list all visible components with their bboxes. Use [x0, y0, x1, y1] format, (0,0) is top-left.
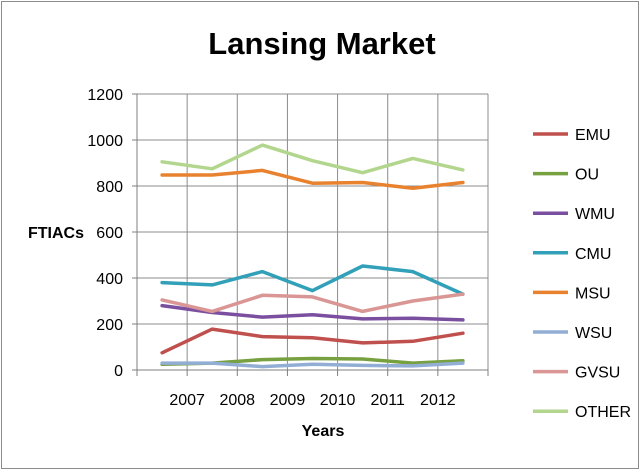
legend-label: MSU: [575, 285, 611, 302]
legend-item-ou: OU: [533, 167, 599, 184]
chart-title: Lansing Market: [208, 26, 435, 61]
y-tick-label: 1200: [87, 87, 123, 104]
legend-item-wsu: WSU: [533, 325, 612, 342]
axes: 0 200 400 600 800 1000 1200 2007 2008 2009 2010 201…: [87, 87, 489, 409]
series-line-emu: [160, 327, 465, 355]
series-lines: [160, 143, 465, 369]
series-line-msu: [160, 168, 465, 191]
legend-label: EMU: [575, 127, 611, 144]
legend-label: WSU: [575, 325, 612, 342]
legend-label: WMU: [575, 206, 615, 223]
x-tick-label: 2007: [169, 392, 205, 409]
y-tick-label: 400: [96, 271, 123, 288]
gridlines: [136, 93, 489, 370]
x-tick-label: 2011: [371, 392, 406, 409]
x-tick-label: 2009: [270, 392, 306, 409]
legend-item-gvsu: GVSU: [533, 365, 620, 382]
x-axis-title: Years: [302, 423, 345, 440]
y-tick-label: 200: [96, 317, 123, 334]
series-line-gvsu: [160, 292, 465, 314]
legend-label: OTHER: [575, 404, 631, 421]
series-line-wmu: [160, 303, 465, 322]
y-tick-label: 0: [114, 363, 123, 380]
y-axis-title: FTIACs: [28, 225, 84, 242]
legend: EMU OU WMU CMU MSU WSU GVSU OTHER: [533, 127, 631, 421]
legend-item-cmu: CMU: [533, 246, 611, 263]
legend-item-other: OTHER: [533, 404, 631, 421]
series-line-cmu: [160, 264, 465, 296]
x-tick-label: 2008: [219, 392, 255, 409]
series-line-other: [160, 143, 465, 175]
y-tick-label: 1000: [87, 133, 123, 150]
legend-label: CMU: [575, 246, 611, 263]
legend-item-wmu: WMU: [533, 206, 615, 223]
y-tick-label: 600: [96, 225, 123, 242]
y-tick-label: 800: [96, 179, 123, 196]
legend-label: GVSU: [575, 365, 620, 382]
legend-item-msu: MSU: [533, 285, 611, 302]
x-tick-label: 2012: [420, 392, 456, 409]
series-line-wsu: [160, 361, 465, 369]
legend-item-emu: EMU: [533, 127, 611, 144]
x-tick-label: 2010: [320, 392, 356, 409]
legend-label: OU: [575, 167, 599, 184]
